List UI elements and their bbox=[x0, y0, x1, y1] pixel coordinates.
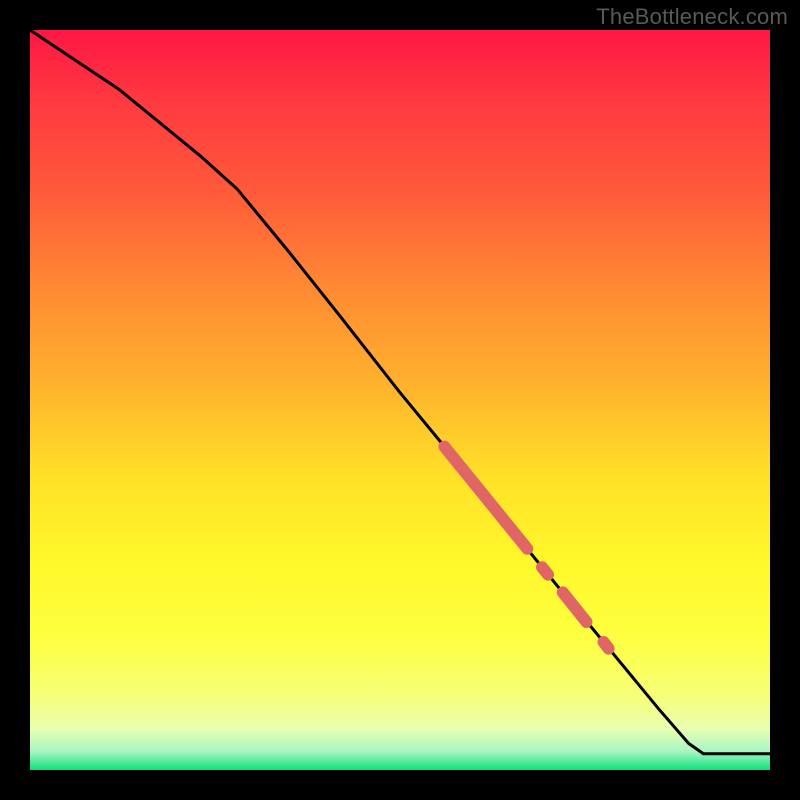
plot-area bbox=[30, 30, 770, 770]
marker-capsule bbox=[604, 642, 609, 649]
watermark-text: TheBottleneck.com bbox=[596, 4, 788, 30]
chart-root: TheBottleneck.com bbox=[0, 0, 800, 800]
marker-capsule bbox=[542, 567, 548, 574]
gradient-background bbox=[30, 30, 770, 770]
chart-svg bbox=[30, 30, 770, 770]
